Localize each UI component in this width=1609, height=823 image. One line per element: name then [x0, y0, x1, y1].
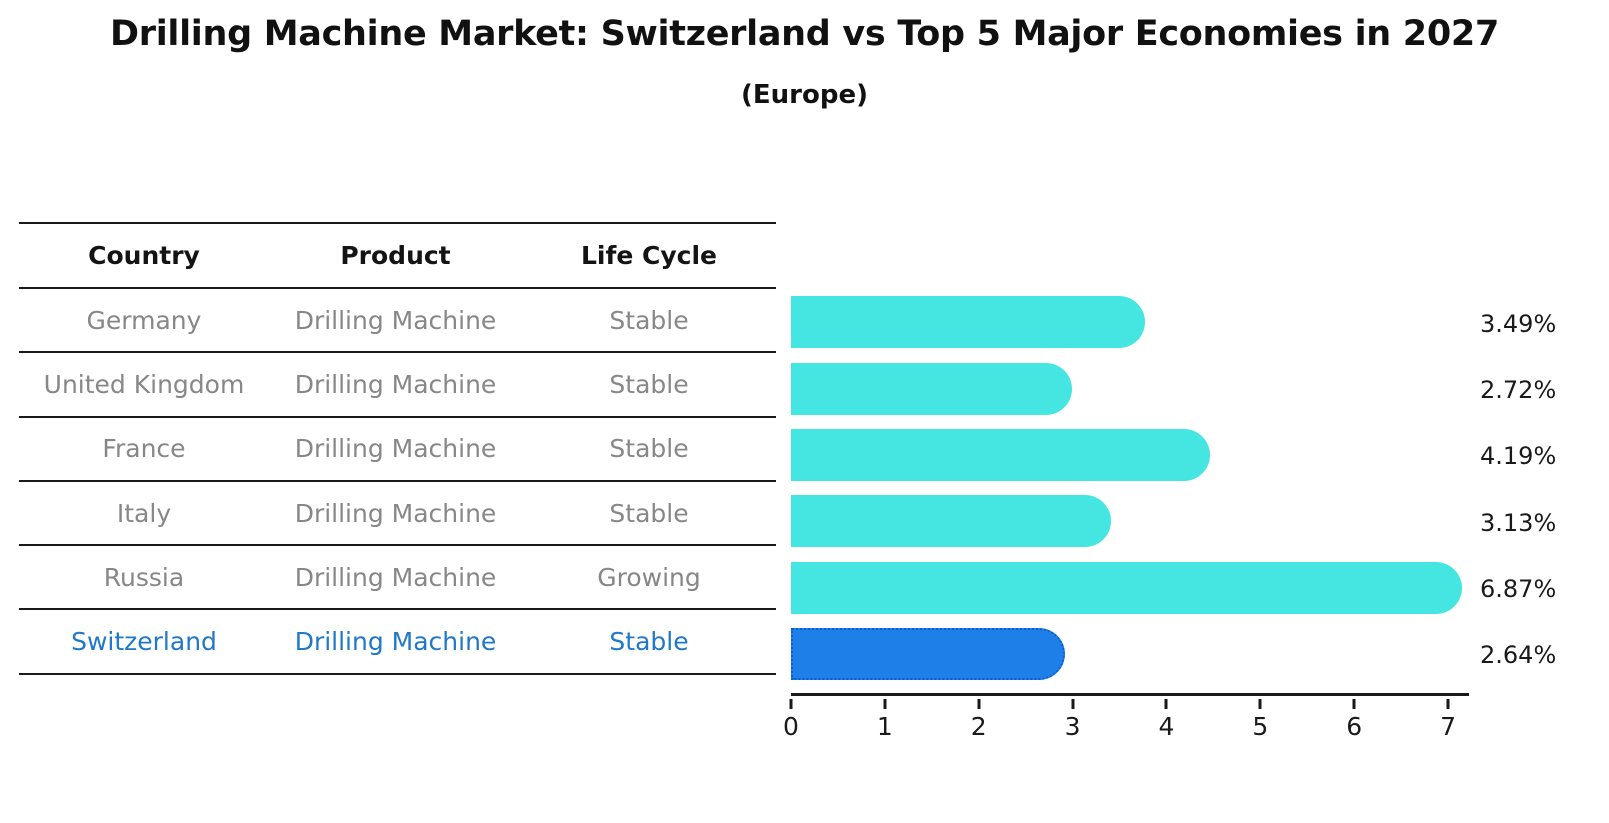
country-cell: Germany	[19, 288, 269, 354]
x-axis-tick	[1446, 699, 1450, 709]
value-label-united-kingdom: 2.72%	[1480, 375, 1557, 404]
table-row: Italy Drilling Machine Stable	[19, 480, 776, 547]
lifecycle-cell: Stable	[522, 480, 776, 547]
country-cell: Italy	[19, 480, 269, 547]
value-label-russia: 6.87%	[1480, 574, 1557, 603]
value-label-italy: 3.13%	[1480, 508, 1557, 537]
lifecycle-cell: Stable	[522, 416, 776, 482]
table-row: Switzerland Drilling Machine Stable	[19, 609, 776, 675]
bar-russia	[791, 561, 1462, 614]
value-label-switzerland: 2.64%	[1480, 641, 1557, 670]
product-cell: Drilling Machine	[269, 288, 522, 354]
x-axis-tick-label: 0	[783, 712, 799, 741]
lifecycle-cell: Growing	[522, 545, 776, 611]
x-axis: 0 1 2 3 4 5 6 7	[783, 693, 1469, 741]
x-axis-tick	[1258, 699, 1262, 709]
country-cell: Switzerland	[19, 609, 269, 675]
x-axis-tick-label: 3	[1064, 712, 1081, 741]
bar-switzerland	[791, 628, 1065, 681]
x-axis-tick	[883, 699, 887, 709]
chart-title: Drilling Machine Market: Switzerland vs …	[109, 14, 1500, 54]
x-axis-tick-label: 2	[970, 712, 987, 741]
x-axis-tick-label: 4	[1158, 712, 1175, 741]
x-axis-tick-label: 5	[1252, 712, 1269, 741]
product-cell: Drilling Machine	[269, 352, 522, 418]
table-row: Germany Drilling Machine Stable	[19, 288, 776, 354]
bar-france	[791, 429, 1211, 482]
country-cell: United Kingdom	[19, 352, 269, 418]
x-axis-tick-label: 7	[1440, 712, 1456, 741]
table-row: France Drilling Machine Stable	[19, 416, 776, 482]
column-header-lifecycle: Life Cycle	[522, 223, 776, 289]
x-axis-tick-label: 6	[1346, 712, 1363, 741]
x-axis-tick-label: 1	[876, 712, 893, 741]
chart-subtitle: (Europe)	[741, 80, 868, 110]
product-cell: Drilling Machine	[269, 609, 522, 675]
country-cell: Russia	[19, 545, 269, 611]
country-cell: France	[19, 416, 269, 482]
bar-italy	[791, 495, 1111, 548]
table-row: Russia Drilling Machine Growing	[19, 545, 776, 611]
x-axis-tick	[789, 699, 793, 709]
product-cell: Drilling Machine	[269, 480, 522, 547]
x-axis-tick	[1164, 699, 1168, 709]
bar-united-kingdom	[791, 362, 1073, 415]
table-header-row: Country Product Life Cycle	[19, 223, 776, 289]
comparison-table: Country Product Life Cycle Germany Drilli…	[19, 222, 776, 675]
product-cell: Drilling Machine	[269, 416, 522, 482]
column-header-product: Product	[269, 223, 522, 289]
lifecycle-cell: Stable	[522, 609, 776, 675]
bar-germany	[791, 296, 1145, 349]
product-cell: Drilling Machine	[269, 545, 522, 611]
x-axis-tick	[1352, 699, 1356, 709]
value-label-france: 4.19%	[1480, 442, 1557, 471]
value-label-germany: 3.49%	[1480, 309, 1557, 338]
x-axis-tick	[1071, 699, 1075, 709]
column-header-country: Country	[19, 223, 269, 289]
lifecycle-cell: Stable	[522, 352, 776, 418]
lifecycle-cell: Stable	[522, 288, 776, 354]
table-row: United Kingdom Drilling Machine Stable	[19, 352, 776, 418]
x-axis-tick	[977, 699, 981, 709]
